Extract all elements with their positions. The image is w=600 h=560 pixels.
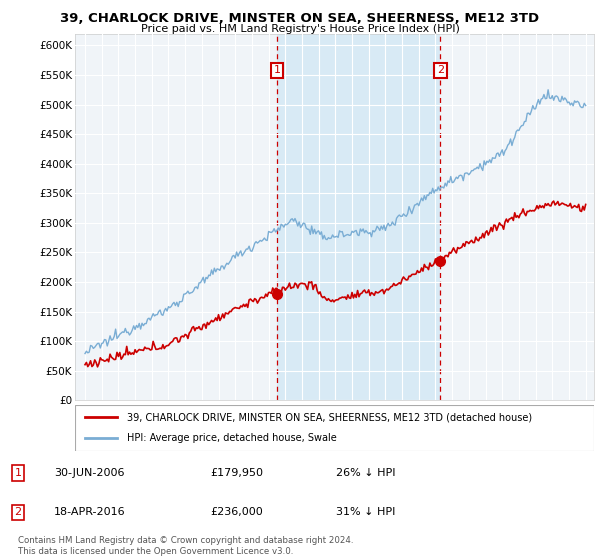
Text: 18-APR-2016: 18-APR-2016 (54, 507, 125, 517)
Text: 39, CHARLOCK DRIVE, MINSTER ON SEA, SHEERNESS, ME12 3TD: 39, CHARLOCK DRIVE, MINSTER ON SEA, SHEE… (61, 12, 539, 25)
Text: 2: 2 (437, 66, 444, 75)
Text: 1: 1 (274, 66, 280, 75)
Text: £179,950: £179,950 (210, 468, 263, 478)
Text: Contains HM Land Registry data © Crown copyright and database right 2024.
This d: Contains HM Land Registry data © Crown c… (18, 536, 353, 556)
FancyBboxPatch shape (75, 405, 594, 451)
Text: Price paid vs. HM Land Registry's House Price Index (HPI): Price paid vs. HM Land Registry's House … (140, 24, 460, 34)
Text: £236,000: £236,000 (210, 507, 263, 517)
Text: 1: 1 (14, 468, 22, 478)
Text: 26% ↓ HPI: 26% ↓ HPI (336, 468, 395, 478)
Text: HPI: Average price, detached house, Swale: HPI: Average price, detached house, Swal… (127, 433, 337, 444)
Text: 2: 2 (14, 507, 22, 517)
Text: 39, CHARLOCK DRIVE, MINSTER ON SEA, SHEERNESS, ME12 3TD (detached house): 39, CHARLOCK DRIVE, MINSTER ON SEA, SHEE… (127, 412, 532, 422)
Text: 31% ↓ HPI: 31% ↓ HPI (336, 507, 395, 517)
Bar (277, 34, 440, 400)
Text: 30-JUN-2006: 30-JUN-2006 (54, 468, 125, 478)
